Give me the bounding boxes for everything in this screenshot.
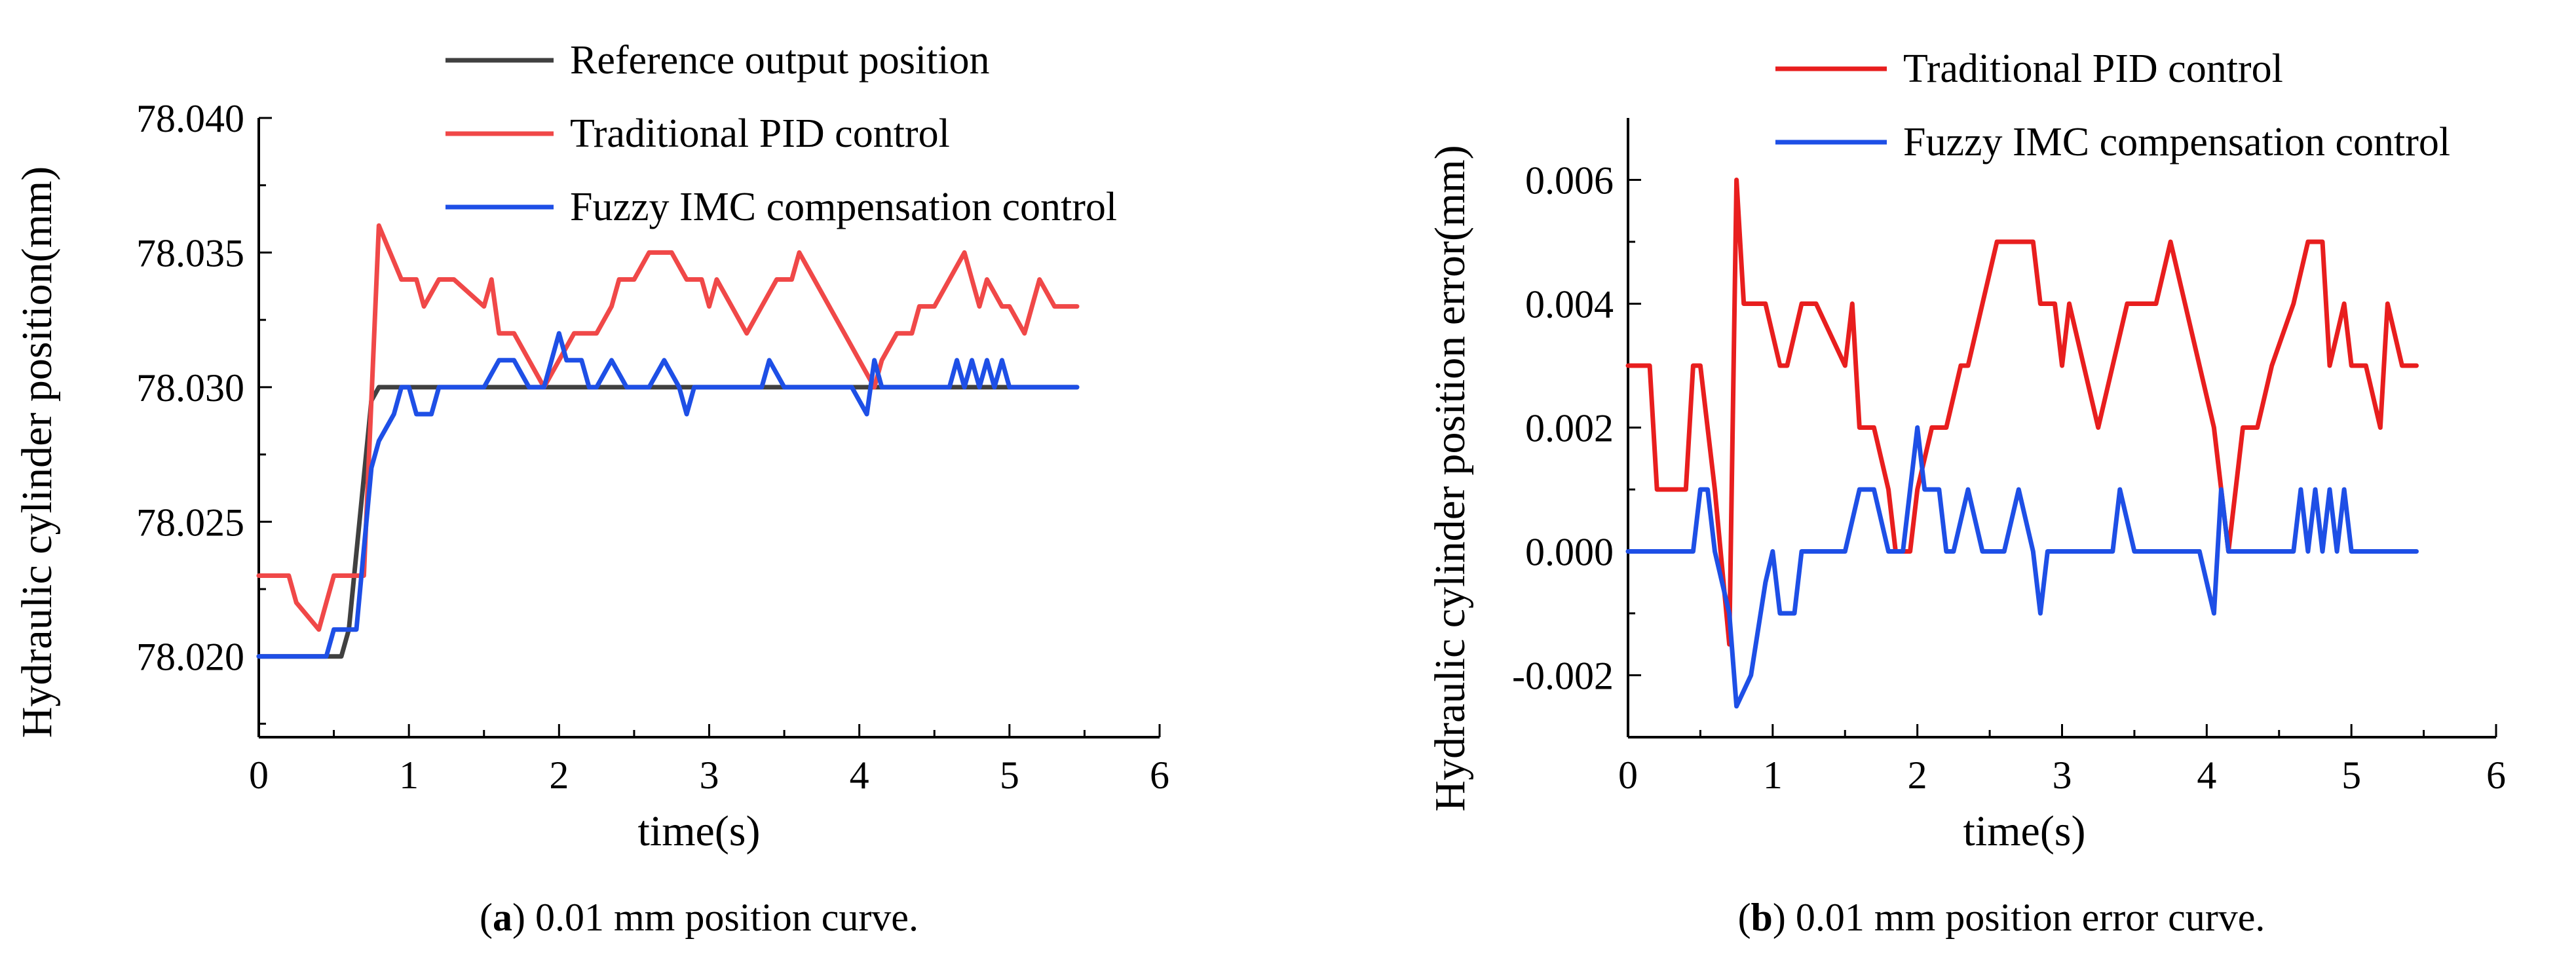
x-tick-label: 3 <box>700 754 719 797</box>
panel-a-y-axis-title: Hydraulic cylinder position(mm) <box>13 166 61 738</box>
y-tick-label: 78.035 <box>136 231 244 275</box>
panel-a-series <box>256 223 1080 659</box>
panel-b-series <box>1625 178 2419 709</box>
y-tick-label: 0.004 <box>1525 283 1614 326</box>
series-line-2 <box>1625 425 2419 709</box>
y-tick-label: 78.030 <box>136 366 244 410</box>
x-tick-label: 5 <box>1000 754 1019 797</box>
x-tick-label: 6 <box>1150 754 1169 797</box>
panel-b-y-axis-title: Hydraulic cylinder position error(mm) <box>1426 145 1474 811</box>
x-tick-label: 0 <box>249 754 269 797</box>
x-tick-label: 5 <box>2341 754 2361 797</box>
y-tick-label: 0.002 <box>1525 407 1614 450</box>
series-line-1 <box>1625 178 2419 647</box>
panel-a-caption: (a) 0.01 mm position curve. <box>480 896 919 939</box>
x-tick-label: 2 <box>549 754 569 797</box>
legend-entry-2: Fuzzy IMC compensation control <box>1903 120 2450 164</box>
panel-a-legend: Reference output position Traditional PID… <box>445 38 1117 229</box>
y-tick-label: 78.040 <box>136 97 244 140</box>
series-line-2 <box>256 223 1080 632</box>
y-tick-label: 0.006 <box>1525 159 1614 202</box>
series-line-1 <box>256 385 1080 659</box>
panel-a-x-axis-title: time(s) <box>638 807 761 855</box>
legend-entry-3: Fuzzy IMC compensation control <box>570 185 1117 229</box>
x-tick-label: 1 <box>1763 754 1783 797</box>
legend-entry-1: Reference output position <box>570 38 990 83</box>
panel-a-caption-text: 0.01 mm position curve. <box>525 896 919 939</box>
panel-b-caption-label: b <box>1751 896 1773 939</box>
panel-b-x-axis-title: time(s) <box>1963 807 2086 855</box>
y-tick-label: -0.002 <box>1512 655 1614 698</box>
y-tick-label: 78.025 <box>136 501 244 544</box>
series-line-3 <box>256 331 1080 659</box>
x-tick-label: 1 <box>399 754 419 797</box>
x-tick-label: 0 <box>1618 754 1638 797</box>
panel-b-ticks: 0 1 2 3 4 5 6 -0.002 0.000 0.002 0.004 0.006 <box>1512 159 2506 797</box>
panel-a-caption-label: a <box>493 896 512 939</box>
x-tick-label: 2 <box>1908 754 1927 797</box>
panel-b-legend: Traditional PID control Fuzzy IMC compens… <box>1775 47 2450 164</box>
panel-b-caption-text: 0.01 mm position error curve. <box>1786 896 2265 939</box>
panel-a-ticks: 0 1 2 3 4 5 6 78.020 78.025 78.030 78.035 78.040 <box>136 97 1169 797</box>
panel-b-caption: (b) 0.01 mm position error curve. <box>1738 896 2265 939</box>
y-tick-label: 0.000 <box>1525 531 1614 574</box>
x-tick-label: 4 <box>850 754 869 797</box>
panel-b-axes <box>1627 118 2496 738</box>
x-tick-label: 6 <box>2486 754 2506 797</box>
x-tick-label: 4 <box>2197 754 2216 797</box>
panel-a-position-chart: 0 1 2 3 4 5 6 78.020 78.025 78.030 78.035 78.040 Re… <box>13 38 1169 939</box>
legend-entry-1: Traditional PID control <box>1903 47 2283 91</box>
panel-b-error-chart: 0 1 2 3 4 5 6 -0.002 0.000 0.002 0.004 0.006 Tradit… <box>1426 47 2506 939</box>
y-tick-label: 78.020 <box>136 636 244 679</box>
legend-entry-2: Traditional PID control <box>570 111 950 156</box>
x-tick-label: 3 <box>2053 754 2072 797</box>
